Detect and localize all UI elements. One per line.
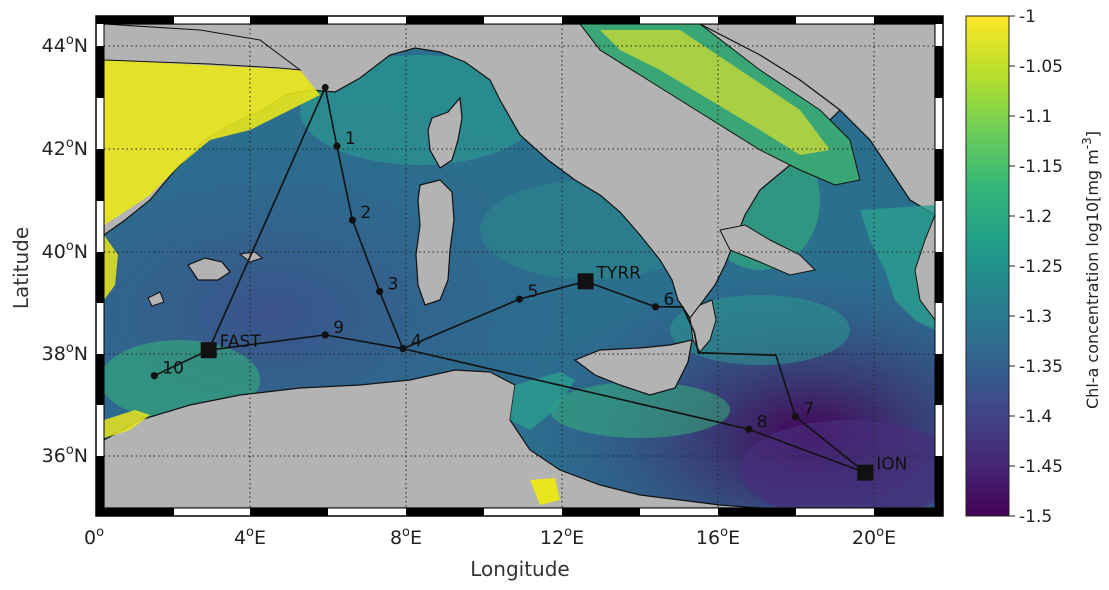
station-label-7: 7 [803, 400, 814, 420]
station-label-4: 4 [411, 332, 422, 352]
mallorca [187, 257, 231, 281]
gulf-of-tunis [510, 372, 575, 430]
map-frame [95, 15, 944, 517]
lat-tick-labels: 44oN 42oN 40oN 38oN 36oN [42, 33, 88, 467]
station-marker-6 [651, 303, 660, 311]
frame-stripes-top [96, 16, 943, 24]
ionian-east-coastal [860, 205, 935, 330]
station-marker-1 [333, 142, 341, 150]
lat-tick-40: 40oN [42, 239, 88, 263]
track-leg-west [153, 334, 404, 377]
track-leg-return [207, 87, 326, 351]
adriatic-bloom [600, 30, 830, 155]
chl-patch-levantine [740, 420, 935, 508]
colorbar-tick-label: -1.15 [1019, 157, 1063, 177]
graticule [104, 24, 935, 508]
lon-tick-16: 16oE [696, 525, 740, 549]
station-label-8: 8 [757, 412, 768, 432]
lon-tick-8: 8oE [390, 525, 422, 549]
x-axis-title: Longitude [470, 557, 569, 581]
lon-tick-20: 20oE [852, 525, 896, 549]
gulf-of-lion-bloom [104, 60, 320, 225]
colorbar-tick-label: -1 [1019, 7, 1036, 27]
colorbar-tick-label: -1.5 [1019, 507, 1052, 527]
alboran-coastal-bloom [104, 410, 150, 438]
station-label-tyrr: TYRR [596, 263, 642, 283]
ibiza [147, 291, 165, 307]
lon-tick-4: 4oE [234, 525, 266, 549]
lat-tick-36: 36oN [42, 443, 88, 467]
lat-tick-38: 38oN [42, 341, 88, 365]
station-label-3: 3 [388, 275, 399, 295]
chl-patch-ligurian [300, 55, 540, 165]
station-marker-fast [200, 342, 217, 359]
station-label-2: 2 [360, 203, 371, 223]
station-marker-9 [321, 331, 329, 339]
lat-tick-44: 44oN [42, 33, 88, 57]
colorbar: -1 -1.05 -1.1 -1.15 -1.2 -1.25 -1.3 -1.35 -1.4 -1… [965, 7, 1102, 527]
frame-stripes-bottom [96, 508, 943, 516]
map-area: 1 2 3 4 5 6 7 8 9 10 TYRR FAST ION [104, 24, 935, 508]
station-marker-3 [376, 287, 384, 296]
station-label-5: 5 [528, 282, 539, 302]
colorbar-tick-label: -1.25 [1019, 257, 1063, 277]
colorbar-tick-label: -1.3 [1019, 307, 1052, 327]
track-leg-east [324, 87, 866, 474]
station-marker-10 [150, 372, 158, 380]
station-marker-7 [791, 412, 799, 421]
cruise-track [153, 83, 866, 474]
station-marker-tyrr [577, 273, 594, 290]
colorbar-tick-label: -1.1 [1019, 107, 1052, 127]
station-marker-5 [515, 295, 524, 303]
station-label-6: 6 [663, 290, 674, 310]
station-label-fast: FAST [220, 332, 262, 352]
corsica [427, 96, 463, 169]
station-label-1: 1 [345, 129, 356, 149]
land-greece [914, 214, 935, 321]
colorbar-tick-label: -1.35 [1019, 357, 1063, 377]
land-balkans [699, 24, 935, 216]
colorbar-ticks: -1 -1.05 -1.1 -1.15 -1.2 -1.25 -1.3 -1.35 -1.4 -1… [1009, 7, 1063, 527]
station-marker-2 [348, 216, 357, 224]
land-apulia [719, 224, 817, 276]
colorbar-tick-label: -1.45 [1019, 457, 1063, 477]
stations: 1 2 3 4 5 6 7 8 9 10 TYRR FAST ION [150, 129, 907, 481]
frame-stripes-left [96, 46, 104, 508]
colorbar-gradient [965, 15, 1010, 517]
menorca [238, 251, 263, 263]
calabria [689, 299, 717, 353]
station-label-ion: ION [876, 455, 907, 475]
track-start-point [321, 83, 329, 91]
colorbar-title: Chl-a concentration log10[mg m-3] [1080, 131, 1102, 409]
colorbar-tick-label: -1.2 [1019, 207, 1052, 227]
station-marker-ion [857, 464, 874, 481]
lon-tick-12: 12oE [540, 525, 584, 549]
station-label-9: 9 [333, 318, 344, 338]
station-label-10: 10 [162, 359, 184, 379]
land-south-france [104, 24, 302, 71]
frame-stripes-right [935, 46, 943, 508]
colorbar-tick-label: -1.4 [1019, 407, 1052, 427]
gulf-of-gabes-bloom [530, 478, 560, 505]
spain-coastal-bloom [104, 235, 118, 300]
colorbar-tick-label: -1.05 [1019, 57, 1063, 77]
station-marker-8 [745, 425, 753, 433]
station-marker-4 [399, 345, 407, 353]
lat-tick-42: 42oN [42, 136, 88, 160]
y-axis-title: Latitude [9, 227, 33, 309]
sardinia [415, 179, 455, 306]
lon-tick-labels: 0o 4oE 8oE 12oE 16oE 20oE [84, 525, 896, 549]
chl-patch-sicily-channel [550, 382, 730, 438]
lon-tick-0: 0o [84, 525, 104, 549]
